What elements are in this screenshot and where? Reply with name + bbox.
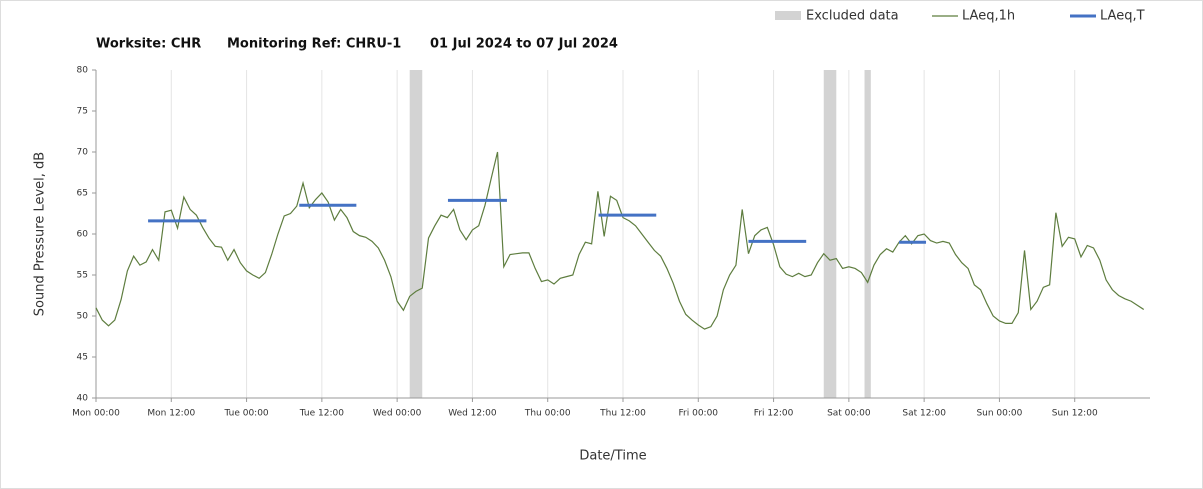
chart-title: 01 Jul 2024 to 07 Jul 2024 [430, 37, 618, 52]
x-tick-label: Sat 12:00 [902, 409, 946, 419]
y-tick-label: 50 [77, 312, 89, 322]
y-tick-label: 45 [77, 353, 88, 363]
x-tick-label: Sun 12:00 [1052, 409, 1098, 419]
x-axis-title: Date/Time [579, 449, 646, 464]
x-tick-label: Wed 12:00 [448, 409, 497, 419]
legend-label: LAeq,T [1100, 9, 1145, 24]
x-tick-label: Mon 00:00 [72, 409, 120, 419]
y-tick-label: 80 [77, 66, 89, 76]
x-tick-label: Fri 12:00 [754, 409, 794, 419]
x-tick-label: Mon 12:00 [147, 409, 195, 419]
y-axis-title: Sound Pressure Level, dB [33, 152, 48, 316]
chart-title: Monitoring Ref: CHRU-1 [227, 37, 401, 52]
y-tick-label: 75 [77, 107, 88, 117]
x-tick-label: Thu 12:00 [599, 409, 646, 419]
x-tick-label: Tue 00:00 [223, 409, 268, 419]
legend-swatch [775, 11, 801, 20]
legend-label: Excluded data [806, 9, 899, 24]
x-tick-label: Wed 00:00 [373, 409, 422, 419]
y-tick-label: 60 [77, 230, 89, 240]
y-tick-label: 40 [77, 394, 89, 404]
x-tick-label: Sun 00:00 [976, 409, 1022, 419]
x-tick-label: Tue 12:00 [299, 409, 344, 419]
x-tick-label: Thu 00:00 [524, 409, 571, 419]
excluded-band [823, 70, 837, 398]
excluded-band [864, 70, 871, 398]
y-tick-label: 65 [77, 189, 88, 199]
legend-label: LAeq,1h [962, 9, 1015, 24]
data-line [95, 151, 1145, 330]
y-tick-label: 70 [77, 148, 89, 158]
y-tick-label: 55 [77, 271, 88, 281]
x-tick-label: Sat 00:00 [827, 409, 871, 419]
excluded-band [409, 70, 423, 398]
x-tick-label: Fri 00:00 [679, 409, 719, 419]
chart-title: Worksite: CHR [96, 37, 201, 52]
